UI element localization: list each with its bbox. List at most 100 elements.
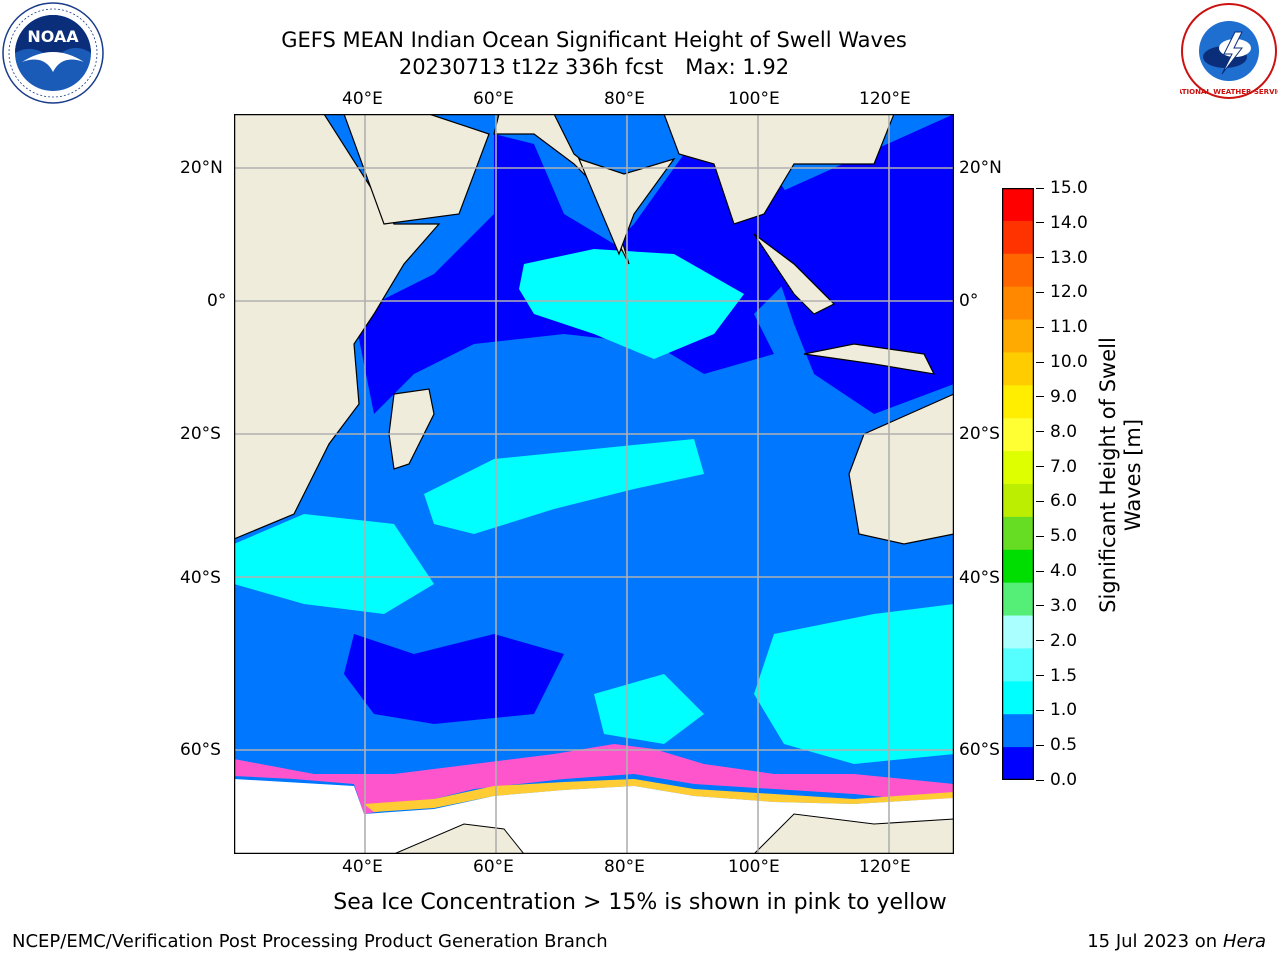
colorbar-tick: 13.0 xyxy=(1036,248,1088,268)
colorbar-label-wrap: Significant Height of Swell Waves [m] xyxy=(1096,337,1186,613)
lat-tick-left-60s: 60°S xyxy=(180,740,221,760)
map-frame xyxy=(233,113,955,855)
colorbar-tick-label: 11.0 xyxy=(1050,317,1088,338)
colorbar-tick-label: 9.0 xyxy=(1050,386,1078,407)
colorbar-tick: 0.5 xyxy=(1036,735,1077,755)
land-java xyxy=(803,343,936,375)
footer-date: 15 Jul 2023 on Hera xyxy=(1087,931,1266,952)
colorbar-tick-label: 6.0 xyxy=(1050,491,1078,512)
colorbar-tick-label: 0.0 xyxy=(1050,770,1078,790)
lon-tick-top-120: 120°E xyxy=(859,89,911,109)
footer-branch: NCEP/EMC/Verification Post Processing Pr… xyxy=(12,931,608,952)
colorbar-tick-label: 5.0 xyxy=(1050,526,1078,547)
colorbar-tick: 15.0 xyxy=(1036,178,1088,198)
colorbar-tick-label: 1.5 xyxy=(1050,665,1078,686)
colorbar-swatch xyxy=(1002,319,1034,353)
colorbar-tick: 12.0 xyxy=(1036,282,1088,302)
map-panel xyxy=(233,113,955,855)
lat-tick-left-0: 0° xyxy=(207,291,227,311)
colorbar-tick-label: 8.0 xyxy=(1050,421,1078,442)
lon-tick-bottom-40: 40°E xyxy=(342,857,383,877)
sea-ice-edge xyxy=(364,779,954,812)
lat-tick-right-20n: 20°N xyxy=(959,158,1002,178)
colorbar-swatch xyxy=(1002,747,1034,781)
land-arabia xyxy=(343,113,490,225)
colorbar-swatch xyxy=(1002,681,1034,715)
colorbar-label-line1: Significant Height of Swell xyxy=(1096,337,1120,613)
colorbar-tick-label: 0.5 xyxy=(1050,735,1078,756)
colorbar-swatch xyxy=(1002,352,1034,386)
ocean-deep-south xyxy=(344,634,564,724)
colorbar xyxy=(1001,187,1035,781)
title-line2: 20230713 t12z 336h fcst xyxy=(398,55,664,79)
colorbar-tick: 10.0 xyxy=(1036,352,1088,372)
colorbar-tick-label: 3.0 xyxy=(1050,595,1078,616)
lat-tick-right-20s: 20°S xyxy=(959,424,1000,444)
title-max: Max: 1.92 xyxy=(685,55,790,79)
colorbar-tick: 5.0 xyxy=(1036,526,1077,546)
chart-title: GEFS MEAN Indian Ocean Significant Heigh… xyxy=(0,27,1188,53)
title-line1: GEFS MEAN Indian Ocean Significant Heigh… xyxy=(281,28,907,52)
footer-host: Hera xyxy=(1222,931,1266,952)
colorbar-swatch xyxy=(1002,714,1034,748)
colorbar-tick: 1.5 xyxy=(1036,666,1077,686)
colorbar-frame xyxy=(1001,187,1035,781)
colorbar-swatch xyxy=(1002,549,1034,584)
lat-tick-right-40s: 40°S xyxy=(959,568,1000,588)
colorbar-tick-label: 7.0 xyxy=(1050,456,1078,477)
colorbar-tick-label: 1.0 xyxy=(1050,700,1078,721)
lon-tick-top-80: 80°E xyxy=(604,89,645,109)
chart-subtitle: 20230713 t12z 336h fcst Max: 1.92 xyxy=(0,54,1188,80)
colorbar-tick: 14.0 xyxy=(1036,213,1088,233)
colorbar-swatch xyxy=(1002,516,1034,551)
map-canvas xyxy=(233,113,955,855)
lon-tick-top-60: 60°E xyxy=(473,89,514,109)
colorbar-tick: 4.0 xyxy=(1036,561,1077,581)
lat-tick-right-60s: 60°S xyxy=(959,740,1000,760)
lat-tick-left-40s: 40°S xyxy=(180,568,221,588)
lat-tick-left-20n: 20°N xyxy=(180,158,223,178)
noaa-logo-text: NOAA xyxy=(27,27,79,46)
colorbar-swatch xyxy=(1002,615,1034,649)
ocean-light-south xyxy=(594,674,704,744)
ocean-light-southeast xyxy=(754,604,954,764)
colorbar-swatch xyxy=(1002,188,1034,222)
ocean-light-west xyxy=(234,514,434,614)
land-sumatra xyxy=(753,233,836,315)
lat-tick-left-20s: 20°S xyxy=(180,424,221,444)
lon-tick-top-40: 40°E xyxy=(342,89,383,109)
lon-tick-top-100: 100°E xyxy=(728,89,780,109)
colorbar-swatch xyxy=(1002,484,1034,518)
colorbar-tick: 2.0 xyxy=(1036,631,1077,651)
colorbar-tick-label: 13.0 xyxy=(1050,247,1088,268)
colorbar-swatch xyxy=(1002,220,1034,255)
colorbar-label-line2: Waves [m] xyxy=(1121,418,1145,532)
colorbar-swatch xyxy=(1002,286,1034,321)
colorbar-tick-label: 15.0 xyxy=(1050,178,1088,198)
colorbar-tick-label: 2.0 xyxy=(1050,630,1078,651)
lon-tick-bottom-120: 120°E xyxy=(859,857,911,877)
colorbar-tick-label: 4.0 xyxy=(1050,561,1078,582)
ice-note: Sea Ice Concentration > 15% is shown in … xyxy=(333,890,947,915)
colorbar-tick: 0.0 xyxy=(1036,770,1077,790)
lon-tick-bottom-80: 80°E xyxy=(604,857,645,877)
colorbar-swatch xyxy=(1002,451,1034,485)
nws-logo-text: NATIONAL WEATHER SERVICE xyxy=(1180,88,1278,96)
colorbar-tick: 3.0 xyxy=(1036,596,1077,616)
colorbar-swatch xyxy=(1002,418,1034,452)
ocean-light-equatorial xyxy=(519,249,744,359)
land-southeast-asia xyxy=(663,113,895,225)
colorbar-swatch xyxy=(1002,648,1034,682)
colorbar-tick-label: 10.0 xyxy=(1050,352,1088,373)
noaa-logo: NOAA xyxy=(2,2,104,104)
lon-tick-bottom-100: 100°E xyxy=(728,857,780,877)
ocean-deep-east xyxy=(754,114,954,414)
colorbar-tick-label: 14.0 xyxy=(1050,212,1088,233)
colorbar-tick: 9.0 xyxy=(1036,387,1077,407)
footer-date-text: 15 Jul 2023 on xyxy=(1087,931,1218,952)
colorbar-tick: 6.0 xyxy=(1036,491,1077,511)
colorbar-ticks: 15.0 14.0 13.0 12.0 11.0 10.0 9.0 8.0 7.0 6.0 5.0 4… xyxy=(1036,178,1106,790)
colorbar-swatches xyxy=(1001,187,1035,781)
colorbar-tick: 1.0 xyxy=(1036,700,1077,720)
colorbar-swatch xyxy=(1002,582,1034,617)
